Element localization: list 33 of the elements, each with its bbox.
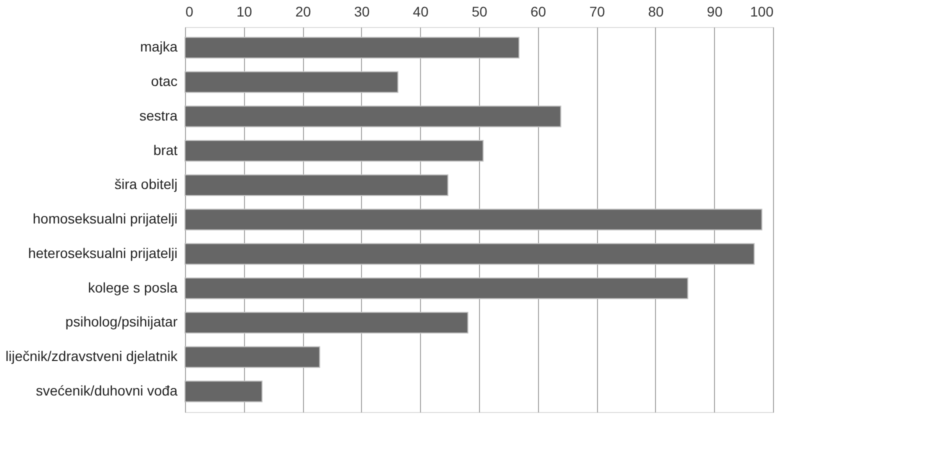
bar — [184, 277, 688, 300]
y-tick-label: otac — [151, 73, 178, 89]
y-tick-label: sestra — [139, 107, 178, 124]
bar — [184, 106, 562, 128]
y-tick-label: heteroseksualni prijatelji — [28, 244, 178, 261]
y-tick-label: liječnik/zdravstveni djelatnik — [6, 348, 178, 364]
bar — [184, 174, 448, 196]
x-tick-label: 40 — [412, 4, 429, 20]
x-tick-label: 30 — [354, 4, 370, 20]
y-tick-label: homoseksualni prijatelji — [32, 210, 178, 226]
y-tick-label: brat — [153, 142, 178, 158]
x-tick-label: 0 — [186, 4, 194, 20]
x-tick-label: 10 — [236, 4, 252, 20]
y-tick-label: šira obitelj — [114, 176, 178, 192]
x-tick-label: 50 — [472, 4, 488, 20]
bar — [184, 243, 755, 265]
x-tick-label: 100 — [750, 4, 774, 20]
bar — [184, 36, 520, 58]
y-tick-label: psiholog/psihijatar — [65, 314, 178, 330]
bar — [184, 208, 762, 230]
x-tick-label: 80 — [648, 4, 664, 20]
bar — [184, 380, 263, 402]
y-tick-label: majka — [140, 38, 178, 55]
x-tick-label: 60 — [530, 4, 546, 20]
y-tick-label: kolege s posla — [88, 279, 178, 296]
bar — [184, 312, 468, 334]
y-tick-label: svećenik/duhovni vođa — [36, 382, 178, 398]
x-tick-label: 20 — [295, 4, 312, 20]
bar — [184, 140, 484, 162]
x-tick-label: 90 — [706, 4, 723, 20]
bar — [184, 346, 320, 368]
bar — [184, 71, 398, 93]
x-tick-label: 70 — [589, 4, 606, 20]
